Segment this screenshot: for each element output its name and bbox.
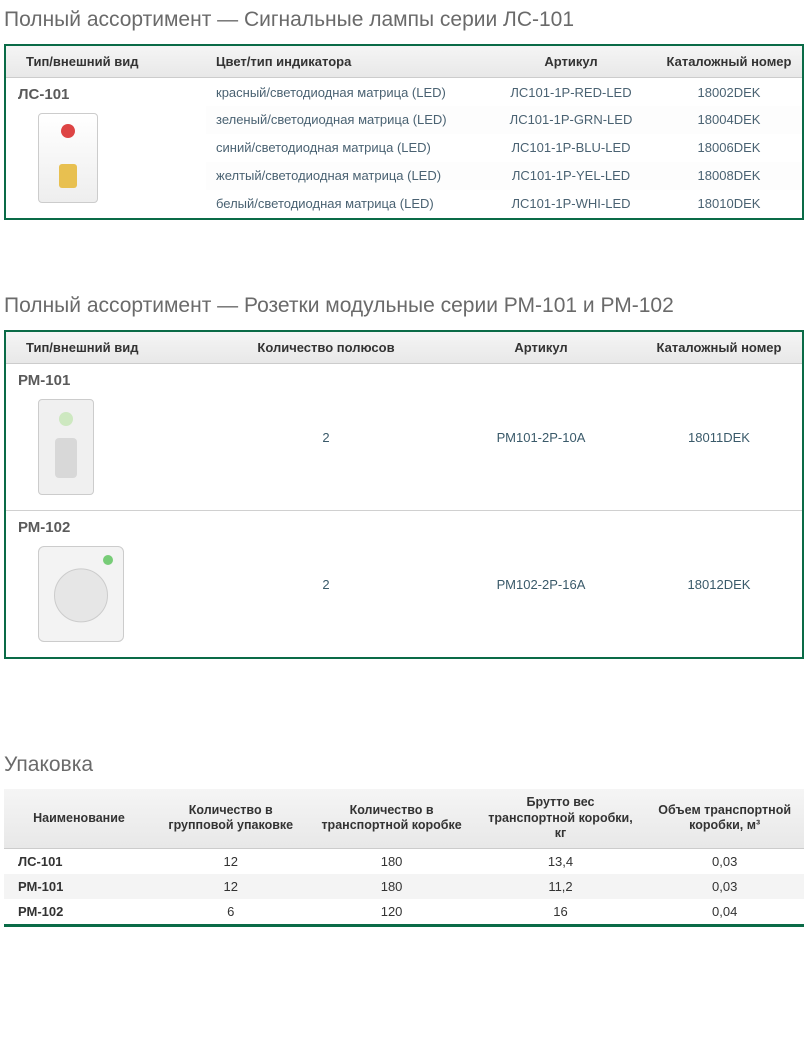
- cell: белый/светодиодная матрица (LED): [206, 190, 486, 218]
- type-label: РМ-102: [18, 519, 194, 536]
- cell: 11,2: [476, 874, 646, 899]
- col-type: Тип/внешний вид: [6, 46, 206, 78]
- packaging-table: Наименование Количество в групповой упак…: [4, 789, 804, 924]
- cell: 2: [206, 511, 446, 658]
- cell: желтый/светодиодная матрица (LED): [206, 162, 486, 190]
- cell: 12: [154, 874, 307, 899]
- table-wrap: Наименование Количество в групповой упак…: [4, 789, 804, 927]
- type-cell: ЛС-101: [6, 78, 206, 219]
- col-volume: Объем транспортной коробки, м³: [645, 789, 804, 848]
- cell: 18011DEK: [636, 364, 802, 511]
- cell: 0,03: [645, 848, 804, 874]
- col-transport-qty: Количество в транспортной коробке: [307, 789, 475, 848]
- cell: 18010DEK: [656, 190, 802, 218]
- cell: РМ-102: [4, 899, 154, 924]
- table-wrap: Тип/внешний вид Количество полюсов Артик…: [4, 330, 804, 659]
- cell: РМ102-2P-16A: [446, 511, 636, 658]
- cell: 0,03: [645, 874, 804, 899]
- col-poles: Количество полюсов: [206, 332, 446, 364]
- cell: 180: [307, 848, 475, 874]
- type-cell: РМ-101: [6, 364, 206, 511]
- cell: синий/светодиодная матрица (LED): [206, 134, 486, 162]
- col-type: Тип/внешний вид: [6, 332, 206, 364]
- cell: 18008DEK: [656, 162, 802, 190]
- cell: 120: [307, 899, 475, 924]
- product-image-ls101: [38, 113, 98, 203]
- cell: 18006DEK: [656, 134, 802, 162]
- product-image-rm102: [38, 546, 124, 642]
- cell: 18012DEK: [636, 511, 802, 658]
- col-article: Артикул: [446, 332, 636, 364]
- cell: ЛС101-1P-YEL-LED: [486, 162, 656, 190]
- section-modular-sockets: Полный ассортимент — Розетки модульные с…: [4, 290, 804, 659]
- col-name: Наименование: [4, 789, 154, 848]
- cell: ЛС101-1P-BLU-LED: [486, 134, 656, 162]
- type-label: ЛС-101: [18, 86, 194, 103]
- section-title: Упаковка: [4, 749, 804, 781]
- col-catalog: Каталожный номер: [656, 46, 802, 78]
- col-article: Артикул: [486, 46, 656, 78]
- section-title: Полный ассортимент — Розетки модульные с…: [4, 290, 804, 322]
- sockets-table: Тип/внешний вид Количество полюсов Артик…: [6, 332, 802, 657]
- cell: РМ101-2P-10A: [446, 364, 636, 511]
- signal-lamps-table: Тип/внешний вид Цвет/тип индикатора Арти…: [6, 46, 802, 218]
- section-title: Полный ассортимент — Сигнальные лампы се…: [4, 4, 804, 36]
- cell: 180: [307, 874, 475, 899]
- section-signal-lamps: Полный ассортимент — Сигнальные лампы се…: [4, 4, 804, 220]
- cell: 16: [476, 899, 646, 924]
- cell: 18002DEK: [656, 78, 802, 107]
- cell: 13,4: [476, 848, 646, 874]
- col-catalog: Каталожный номер: [636, 332, 802, 364]
- cell: 2: [206, 364, 446, 511]
- cell: зеленый/светодиодная матрица (LED): [206, 106, 486, 134]
- cell: красный/светодиодная матрица (LED): [206, 78, 486, 107]
- type-label: РМ-101: [18, 372, 194, 389]
- cell: 0,04: [645, 899, 804, 924]
- section-packaging: Упаковка Наименование Количество в групп…: [4, 749, 804, 927]
- cell: 18004DEK: [656, 106, 802, 134]
- product-image-rm101: [38, 399, 94, 495]
- cell: ЛС101-1P-GRN-LED: [486, 106, 656, 134]
- col-indicator: Цвет/тип индикатора: [206, 46, 486, 78]
- cell: ЛС101-1P-WHI-LED: [486, 190, 656, 218]
- table-wrap: Тип/внешний вид Цвет/тип индикатора Арти…: [4, 44, 804, 220]
- cell: ЛС101-1P-RED-LED: [486, 78, 656, 107]
- col-gross-weight: Брутто вес транспортной коробки, кг: [476, 789, 646, 848]
- type-cell: РМ-102: [6, 511, 206, 658]
- col-group-qty: Количество в групповой упаковке: [154, 789, 307, 848]
- cell: РМ-101: [4, 874, 154, 899]
- cell: 12: [154, 848, 307, 874]
- cell: ЛС-101: [4, 848, 154, 874]
- cell: 6: [154, 899, 307, 924]
